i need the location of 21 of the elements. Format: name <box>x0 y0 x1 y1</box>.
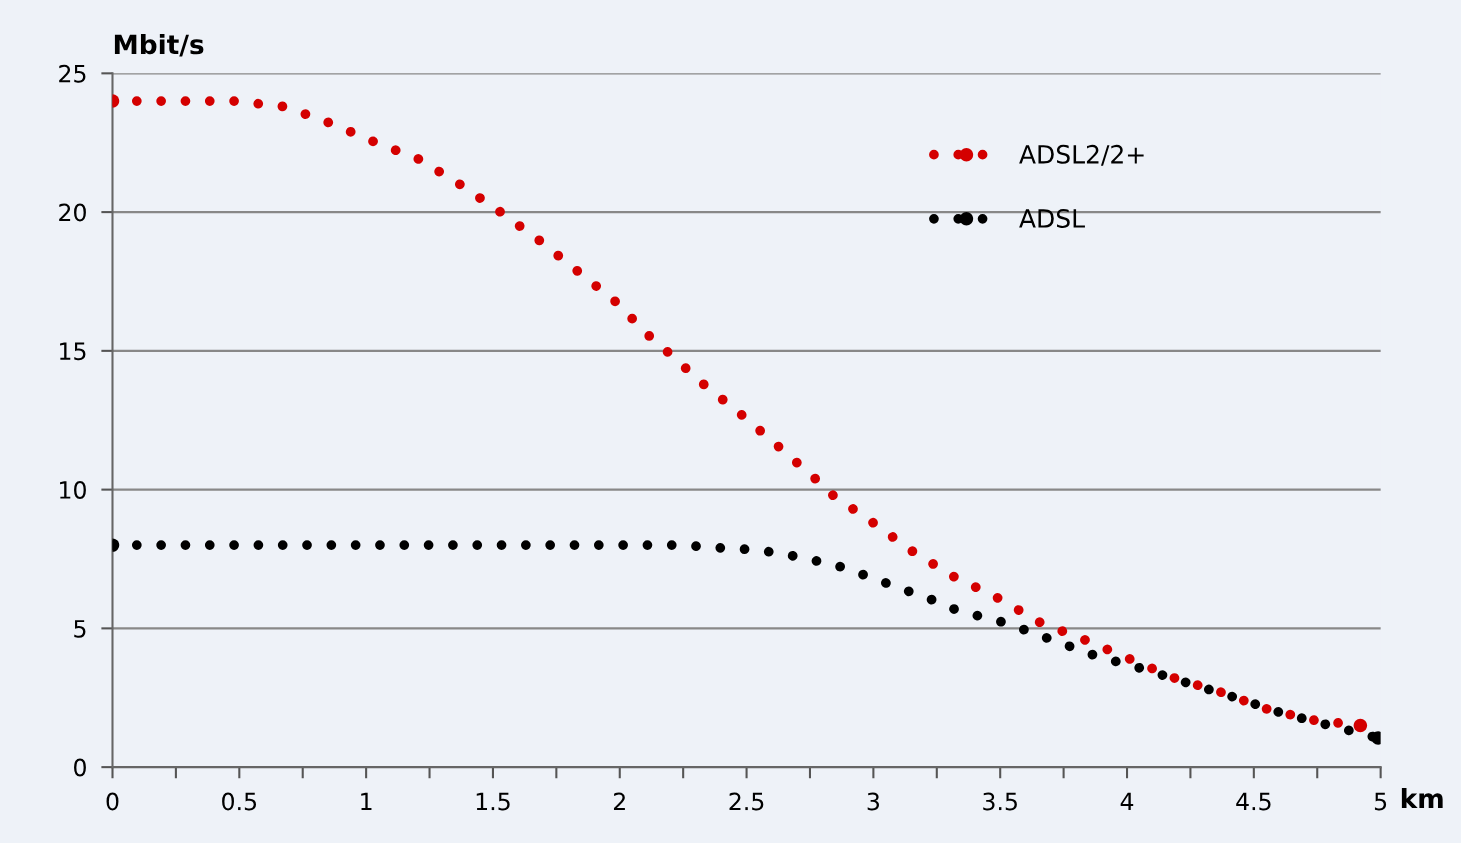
x-tick-label: 2.5 <box>729 792 764 811</box>
y-tick-label: 20 <box>59 203 86 222</box>
x-tick-label: 0.5 <box>222 792 257 811</box>
legend-label: ADSL2/2+ <box>1019 144 1144 166</box>
legend-label: ADSL <box>1019 209 1085 228</box>
x-tick-label: 4 <box>1120 792 1134 811</box>
x-tick-label: 1.5 <box>476 792 510 811</box>
x-tick-label: 5 <box>1374 792 1387 811</box>
y-tick-label: 5 <box>74 620 86 638</box>
x-tick-label: 4.5 <box>1236 792 1271 811</box>
x-tick-label: 1 <box>361 792 372 811</box>
y-tick-label: 25 <box>59 64 86 83</box>
x-axis-title: km <box>1401 787 1443 808</box>
y-tick-label: 10 <box>60 481 86 499</box>
y-axis-title: Mbit/s <box>114 33 204 57</box>
x-tick-label: 3 <box>867 792 879 811</box>
x-tick-label: 0 <box>106 792 119 811</box>
y-tick-label: 15 <box>60 342 86 361</box>
x-tick-label: 2 <box>613 792 625 811</box>
x-tick-label: 3.5 <box>983 792 1017 811</box>
y-tick-label: 0 <box>74 758 86 777</box>
